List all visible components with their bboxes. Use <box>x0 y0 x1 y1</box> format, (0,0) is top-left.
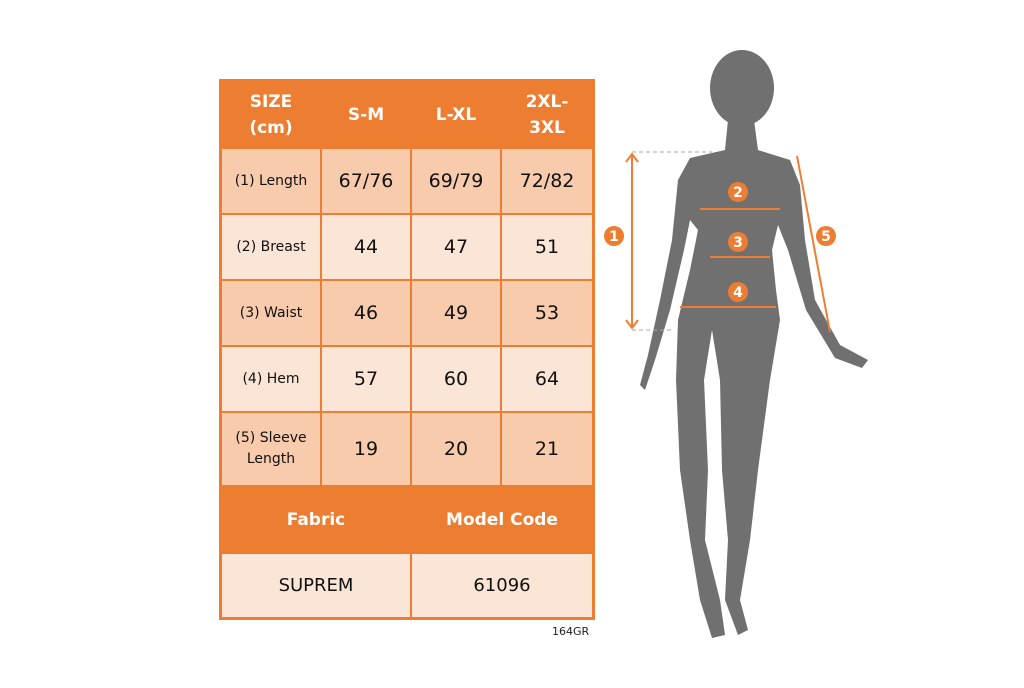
table-row: (4) Hem 57 60 64 <box>220 345 594 413</box>
cell: 67/76 <box>320 147 412 215</box>
marker-2: 2 <box>733 185 743 201</box>
measure-arrows <box>625 152 831 333</box>
model-code-value: 61096 <box>410 552 594 619</box>
product-code: 164GR <box>552 625 590 638</box>
col-header: L-XL <box>410 80 502 149</box>
marker-4: 4 <box>733 285 743 301</box>
cell: 19 <box>320 411 412 487</box>
row-label: (5) Sleeve Length <box>220 411 322 487</box>
cell: 64 <box>500 345 594 413</box>
table-row: (1) Length 67/76 69/79 72/82 <box>220 147 594 215</box>
model-code-header: Model Code <box>410 485 594 554</box>
size-chart: SIZE (cm) S-M L-XL 2XL-3XL (1) Length 67… <box>219 79 595 620</box>
cell: 57 <box>320 345 412 413</box>
table-row: (2) Breast 44 47 51 <box>220 213 594 281</box>
cell: 21 <box>500 411 594 487</box>
row-label: (4) Hem <box>220 345 322 413</box>
fabric-header: Fabric <box>220 485 412 554</box>
table-row: (3) Waist 46 49 53 <box>220 279 594 347</box>
cell: 20 <box>410 411 502 487</box>
body-silhouette: 1 2 3 4 5 <box>604 50 868 638</box>
row-label: (1) Length <box>220 147 322 215</box>
marker-1: 1 <box>609 229 619 245</box>
row-label: (3) Waist <box>220 279 322 347</box>
cell: 49 <box>410 279 502 347</box>
marker-3: 3 <box>733 235 743 251</box>
cell: 72/82 <box>500 147 594 215</box>
size-header: SIZE (cm) <box>220 80 322 149</box>
marker-5: 5 <box>821 229 831 245</box>
fabric-value: SUPREM <box>220 552 412 619</box>
cell: 47 <box>410 213 502 281</box>
col-header: S-M <box>320 80 412 149</box>
cell: 44 <box>320 213 412 281</box>
cell: 60 <box>410 345 502 413</box>
cell: 69/79 <box>410 147 502 215</box>
table-row: (5) Sleeve Length 19 20 21 <box>220 411 594 487</box>
cell: 46 <box>320 279 412 347</box>
row-label: (2) Breast <box>220 213 322 281</box>
col-header: 2XL-3XL <box>500 80 594 149</box>
cell: 51 <box>500 213 594 281</box>
cell: 53 <box>500 279 594 347</box>
